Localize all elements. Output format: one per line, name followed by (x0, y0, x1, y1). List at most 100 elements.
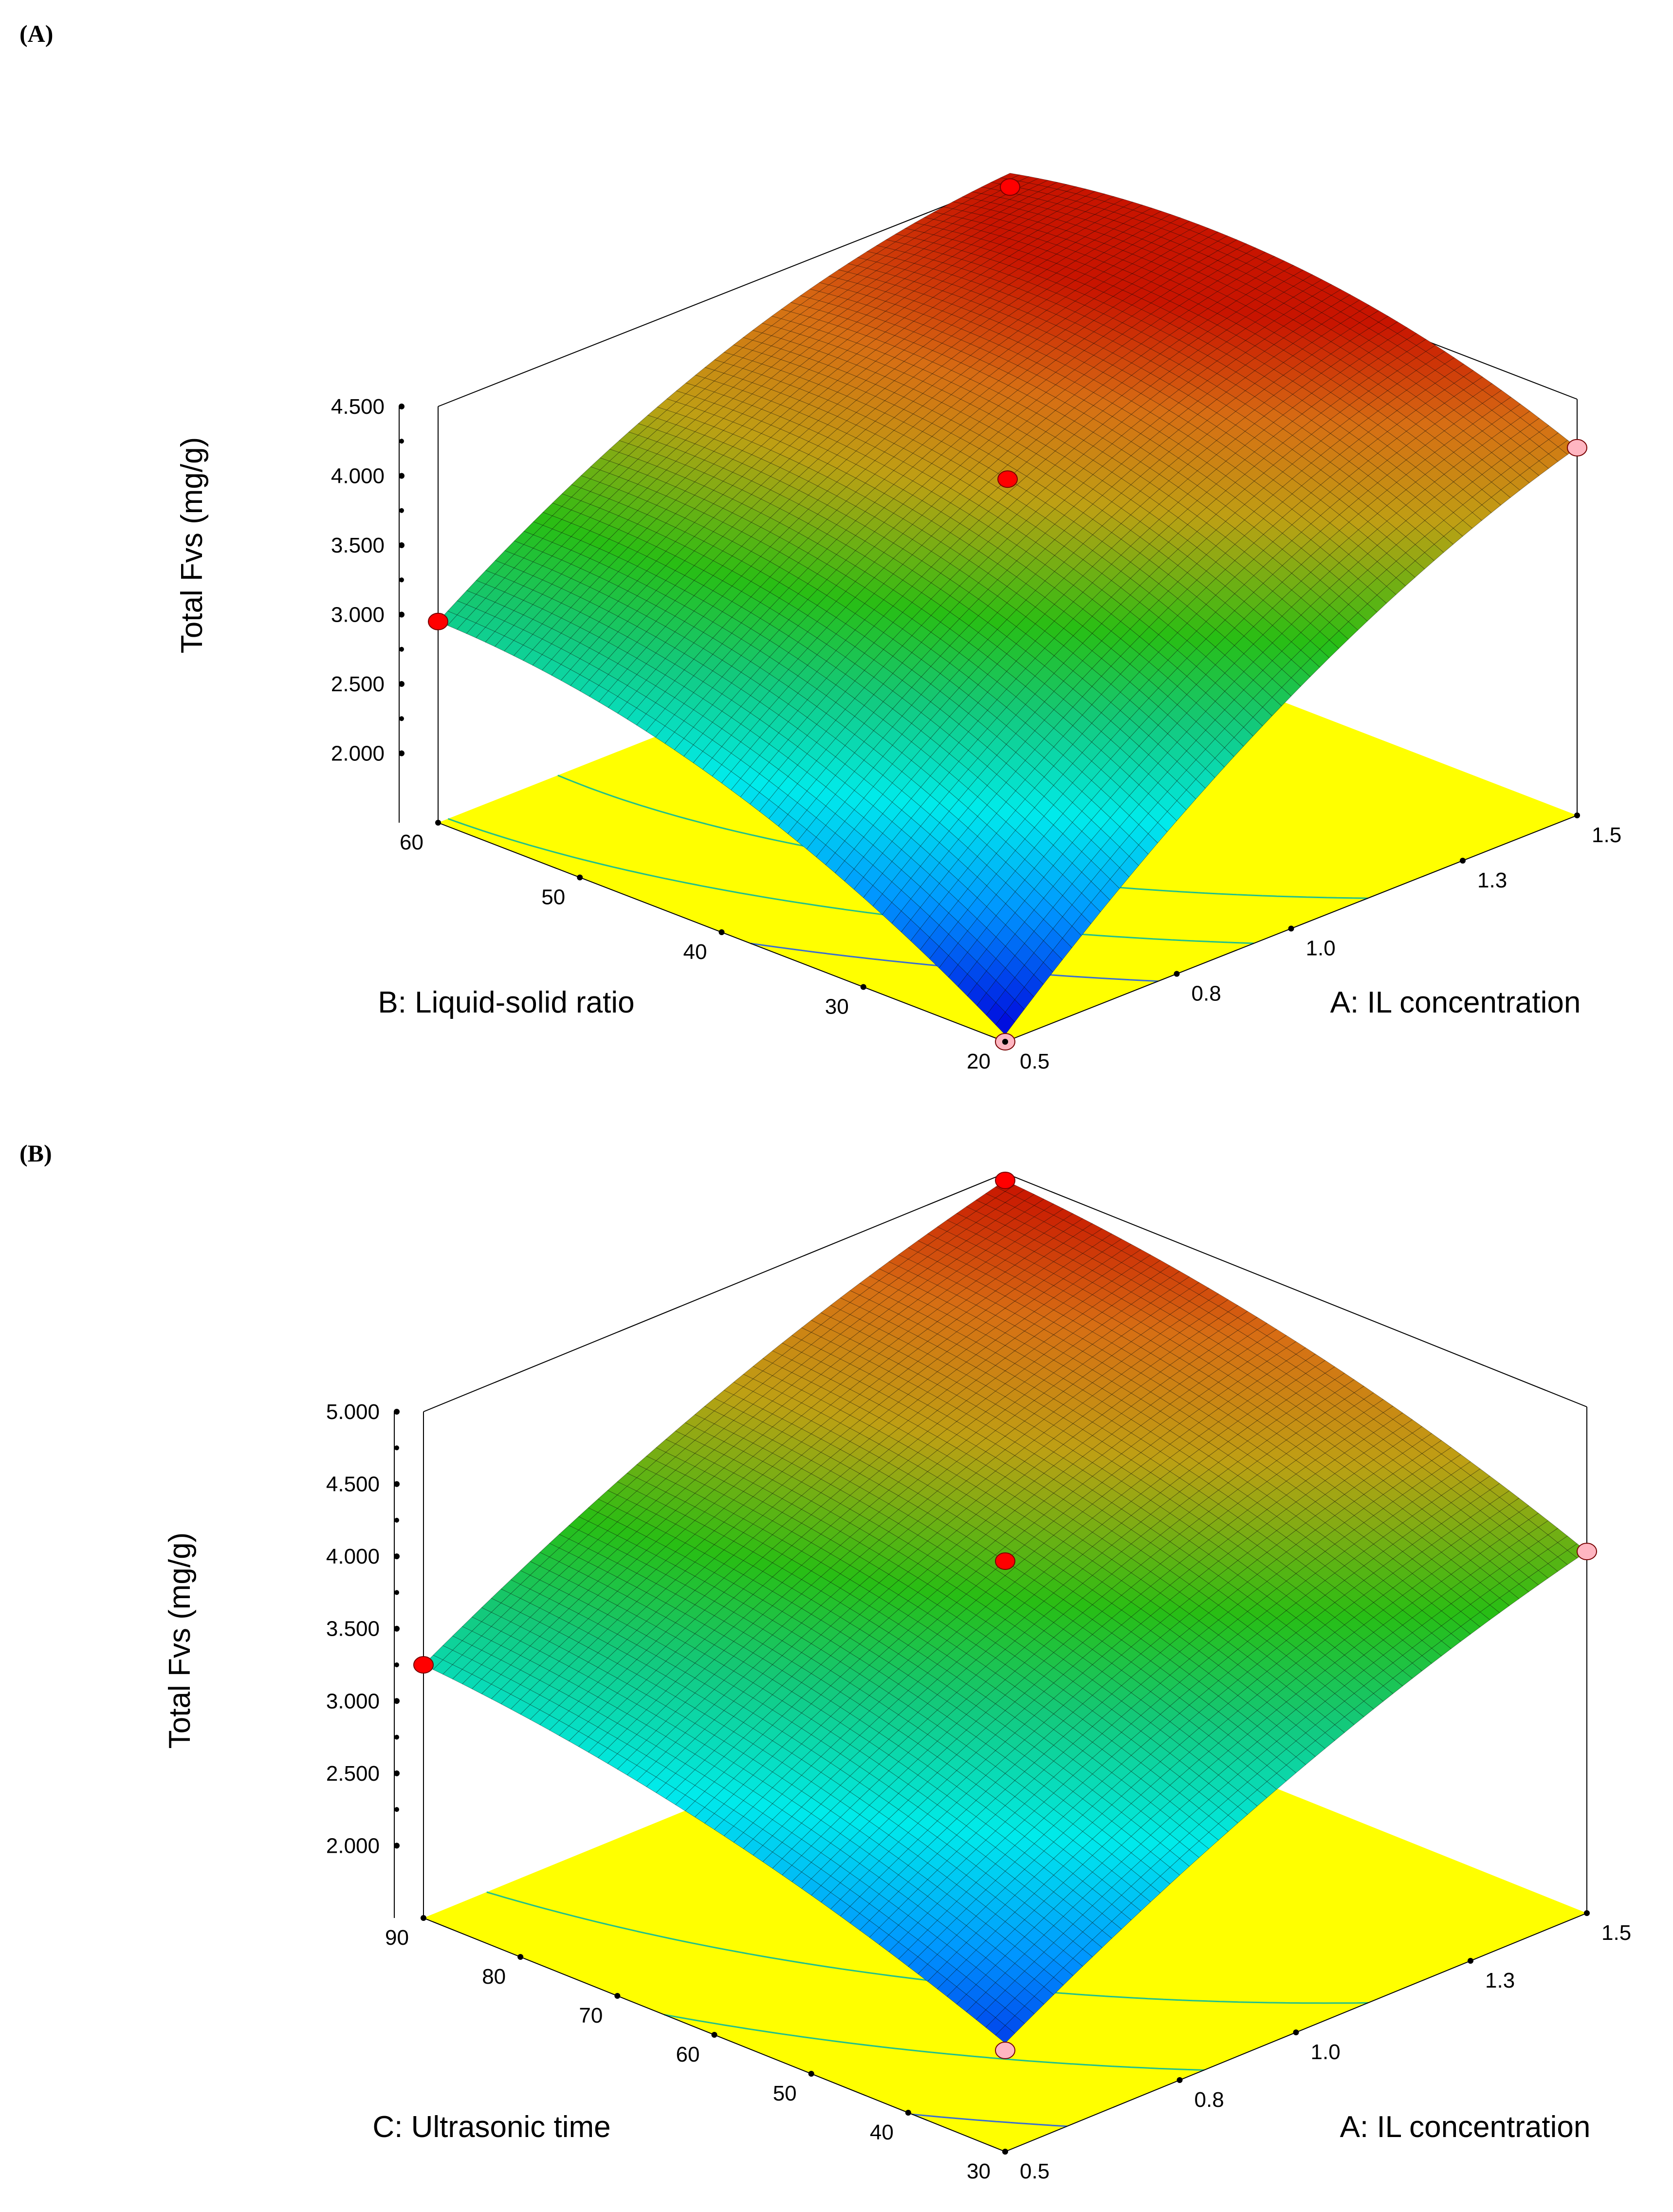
surface-cell (901, 857, 921, 879)
surface-cell (600, 461, 620, 474)
surface-cell (1286, 1474, 1306, 1489)
surface-cell (818, 437, 838, 451)
surface-cell (1262, 697, 1282, 717)
surface-cell (941, 314, 962, 326)
y-tick-label: 30 (825, 995, 849, 1019)
surface-cell (933, 229, 953, 238)
surface-cell (876, 247, 896, 257)
surface-cell (995, 1248, 1015, 1261)
surface-cell (995, 1449, 1015, 1464)
surface-cell (1103, 286, 1123, 297)
z-minor-dot (399, 508, 404, 513)
surface-cell (957, 974, 977, 996)
surface-cell (788, 642, 808, 660)
surface-cell (770, 467, 790, 481)
surface-cell (911, 730, 931, 750)
surface-cell (1062, 925, 1082, 948)
surface-cell (978, 496, 998, 512)
surface-cell (1082, 1331, 1103, 1345)
surface-cell (1373, 1412, 1394, 1426)
surface-cell (1025, 788, 1045, 808)
y-tick-label: 60 (400, 830, 423, 854)
surface-cell (873, 737, 893, 757)
surface-cell (1196, 656, 1216, 675)
surface-cell (646, 546, 666, 561)
surface-cell (1373, 1399, 1394, 1413)
z-tick-dot (399, 681, 404, 687)
surface-cell (1286, 1380, 1306, 1394)
z-tick-label: 2.500 (331, 672, 385, 696)
surface-cell (1431, 1440, 1452, 1455)
surface-cell (1273, 337, 1294, 350)
surface-cell (874, 568, 894, 584)
surface-cell (873, 649, 893, 667)
surface-cell (665, 541, 685, 556)
surface-cell (1082, 1246, 1103, 1259)
surface-cell (714, 373, 734, 385)
x-tick-label: 0.8 (1192, 982, 1221, 1006)
surface-cell (1082, 1435, 1103, 1450)
surface-cell (1198, 1300, 1219, 1313)
surface-cell (778, 739, 798, 758)
contour-line (664, 2014, 1204, 2071)
design-point (1567, 439, 1587, 457)
surface-cell (882, 745, 902, 765)
surface-cell (1024, 1400, 1045, 1414)
surface-cell (759, 726, 779, 745)
surface-cell (1198, 1428, 1219, 1443)
x-tick-dot (1460, 858, 1466, 864)
surface-cell (987, 681, 1007, 700)
surface-cell (853, 856, 874, 878)
surface-cell (901, 837, 921, 858)
surface-cell (771, 338, 791, 350)
surface-cell (447, 600, 467, 615)
panel-label: (B) (19, 1140, 52, 1167)
surface-cell (914, 240, 934, 249)
surface-cell (979, 364, 999, 377)
surface-cell (1233, 727, 1253, 747)
surface-cell (980, 202, 1001, 210)
surface-cell (761, 378, 781, 390)
frame-line (423, 1173, 1006, 1412)
surface-cell (1140, 1392, 1161, 1405)
surface-cell (923, 242, 944, 252)
surface-cell (874, 507, 894, 523)
surface-cell (981, 182, 1001, 189)
surface-cell (533, 538, 553, 553)
surface-cell (922, 449, 942, 464)
surface-cell (1198, 1402, 1219, 1416)
z-tick-dot (399, 473, 404, 479)
surface-cell (1225, 467, 1245, 483)
surface-cell (971, 230, 991, 240)
surface-cell (1082, 1294, 1103, 1308)
surface-cell (893, 489, 913, 505)
surface-cell (941, 446, 961, 461)
surface-cell (1329, 596, 1349, 614)
surface-cell (779, 542, 799, 558)
surface-cell (988, 563, 1008, 580)
response-surface (438, 173, 1578, 1035)
surface-cell (769, 715, 789, 734)
surface-cell (863, 845, 883, 866)
surface-cell (876, 273, 896, 283)
surface-cell (1198, 1350, 1219, 1364)
surface-cell (951, 297, 972, 308)
surface-cell (884, 443, 904, 458)
surface-cell (875, 321, 896, 332)
surface-cell (1140, 1458, 1161, 1473)
surface-cell (1315, 1386, 1335, 1400)
surface-cell (990, 236, 1010, 245)
z-tick-label: 3.500 (331, 534, 385, 557)
surface-cell (1024, 974, 1044, 997)
x-tick-dot (1574, 812, 1580, 818)
surface-cell (1090, 890, 1110, 912)
z-tick-dot (399, 404, 404, 409)
z-tick-dot (399, 542, 404, 548)
frame-line (438, 180, 1011, 407)
surface-cell (1367, 594, 1387, 613)
surface-cell (684, 627, 704, 644)
surface-cell (837, 339, 858, 351)
surface-cell (645, 719, 665, 738)
surface-cell (989, 393, 1009, 406)
x-tick-dot (1288, 925, 1294, 932)
